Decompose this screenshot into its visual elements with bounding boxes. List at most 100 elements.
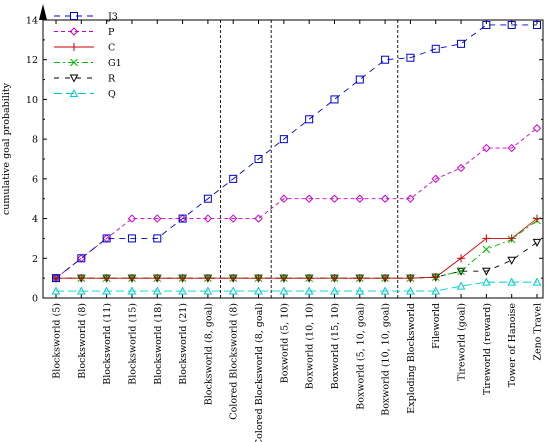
series-point-p bbox=[127, 214, 137, 223]
series-point-c bbox=[457, 254, 466, 263]
series-point-p bbox=[355, 194, 364, 203]
series-point-c bbox=[127, 274, 136, 283]
series-point-c bbox=[203, 274, 212, 283]
series-point-q bbox=[330, 286, 339, 295]
series-point-j3 bbox=[52, 274, 60, 283]
series-point-q bbox=[102, 286, 111, 295]
x-tick-label: Blocksworld (15) bbox=[127, 303, 138, 385]
series-point-c bbox=[533, 214, 541, 223]
series-point-j3 bbox=[178, 214, 187, 223]
x-tick-label: Zeno Travel bbox=[533, 303, 544, 361]
legend-label-g1: G1 bbox=[108, 58, 122, 69]
series-point-p bbox=[203, 214, 213, 223]
series-point-c bbox=[279, 274, 288, 283]
series-point-j3 bbox=[254, 155, 263, 163]
series-point-g1 bbox=[482, 245, 491, 254]
series-point-p bbox=[456, 163, 466, 173]
series-point-q bbox=[51, 286, 61, 295]
series-point-q bbox=[380, 286, 390, 295]
x-tick-label: Tower of Hanoise bbox=[507, 303, 518, 388]
x-tick-label: Blocksworld (11) bbox=[102, 303, 113, 385]
series-point-q bbox=[76, 286, 86, 295]
x-tick-label: Fileworld bbox=[431, 303, 442, 349]
series-point-p bbox=[330, 194, 339, 203]
y-tick-label: 8 bbox=[32, 135, 38, 146]
series-point-c bbox=[330, 274, 339, 283]
series-point-q bbox=[228, 286, 238, 295]
series-point-q bbox=[431, 286, 441, 295]
series-point-p bbox=[431, 174, 440, 184]
legend-label-j3: J3 bbox=[107, 12, 118, 23]
series-point-j3 bbox=[507, 20, 516, 29]
legend-marker-q bbox=[69, 88, 79, 97]
series-point-c bbox=[381, 274, 390, 283]
series-point-c bbox=[52, 274, 60, 283]
series-point-p bbox=[482, 143, 491, 153]
series-line-r bbox=[56, 242, 538, 279]
legend-marker-g1 bbox=[70, 58, 78, 67]
series-point-c bbox=[305, 274, 314, 283]
y-tick-label: 2 bbox=[32, 254, 38, 265]
series-point-q bbox=[203, 286, 213, 295]
series-point-c bbox=[77, 274, 86, 283]
series-point-c bbox=[254, 274, 263, 283]
legend-label-c: C bbox=[108, 43, 115, 54]
series-point-q bbox=[279, 286, 289, 295]
x-tick-label: Blocksworld (8) bbox=[77, 303, 88, 379]
series-point-p bbox=[279, 194, 289, 203]
series-point-j3 bbox=[431, 44, 440, 53]
series-point-j3 bbox=[279, 135, 288, 144]
series-point-c bbox=[482, 234, 491, 243]
series-point-c bbox=[102, 274, 111, 283]
series-point-q bbox=[355, 286, 365, 295]
y-axis-title: cumulative goal probability bbox=[1, 82, 12, 215]
x-tick-label: Boxworld (5, 10, goal) bbox=[355, 303, 366, 410]
series-point-p bbox=[153, 214, 162, 223]
y-tick-label: 10 bbox=[26, 95, 38, 106]
y-tick-label: 6 bbox=[32, 174, 38, 185]
x-tick-label: Blocksworld (18) bbox=[153, 303, 164, 385]
legend-label-p: P bbox=[108, 27, 115, 38]
series-point-j3 bbox=[482, 20, 491, 29]
series-point-r bbox=[507, 256, 517, 265]
x-tick-label: Blocksworld (8, goal) bbox=[203, 303, 214, 405]
series-point-q bbox=[152, 286, 162, 295]
series-point-c bbox=[507, 234, 516, 243]
legend-label-r: R bbox=[108, 74, 116, 85]
series-point-c bbox=[153, 274, 162, 283]
series-point-c bbox=[431, 273, 440, 282]
series-point-q bbox=[532, 277, 542, 286]
y-tick-label: 4 bbox=[32, 214, 38, 225]
series-line-j3 bbox=[55, 24, 537, 279]
series-point-q bbox=[507, 277, 517, 286]
series-point-j3 bbox=[102, 234, 111, 243]
series-line-p bbox=[55, 127, 538, 279]
x-tick-label: Blocksworld (5) bbox=[52, 303, 63, 379]
series-point-p bbox=[380, 194, 390, 203]
series-point-j3 bbox=[127, 234, 136, 243]
y-tick-label: 0 bbox=[32, 294, 38, 305]
series-point-c bbox=[355, 274, 364, 283]
x-tick-label: Colored Blocksworld (8) bbox=[229, 303, 240, 420]
series-point-q bbox=[456, 281, 466, 290]
series-point-j3 bbox=[381, 55, 390, 64]
series-point-j3 bbox=[77, 254, 86, 263]
x-tick-label: Blocksworld (21) bbox=[178, 303, 189, 385]
x-tick-label: Exploding Blocksworld bbox=[406, 303, 417, 414]
series-point-q bbox=[254, 286, 263, 295]
series-point-q bbox=[304, 286, 314, 295]
series-point-q bbox=[482, 277, 491, 286]
series-point-p bbox=[229, 214, 238, 223]
series-line-q bbox=[56, 281, 537, 292]
series-point-j3 bbox=[355, 75, 364, 84]
x-tick-label: Boxworld (15, 10) bbox=[330, 303, 341, 389]
series-point-r bbox=[482, 267, 491, 276]
y-tick-label: 14 bbox=[26, 16, 38, 27]
series-point-c bbox=[229, 274, 238, 283]
series-point-j3 bbox=[457, 39, 466, 48]
x-tick-label: Boxworld (5, 10) bbox=[279, 303, 290, 383]
series-point-p bbox=[507, 143, 516, 153]
legend-marker-c bbox=[70, 43, 78, 51]
